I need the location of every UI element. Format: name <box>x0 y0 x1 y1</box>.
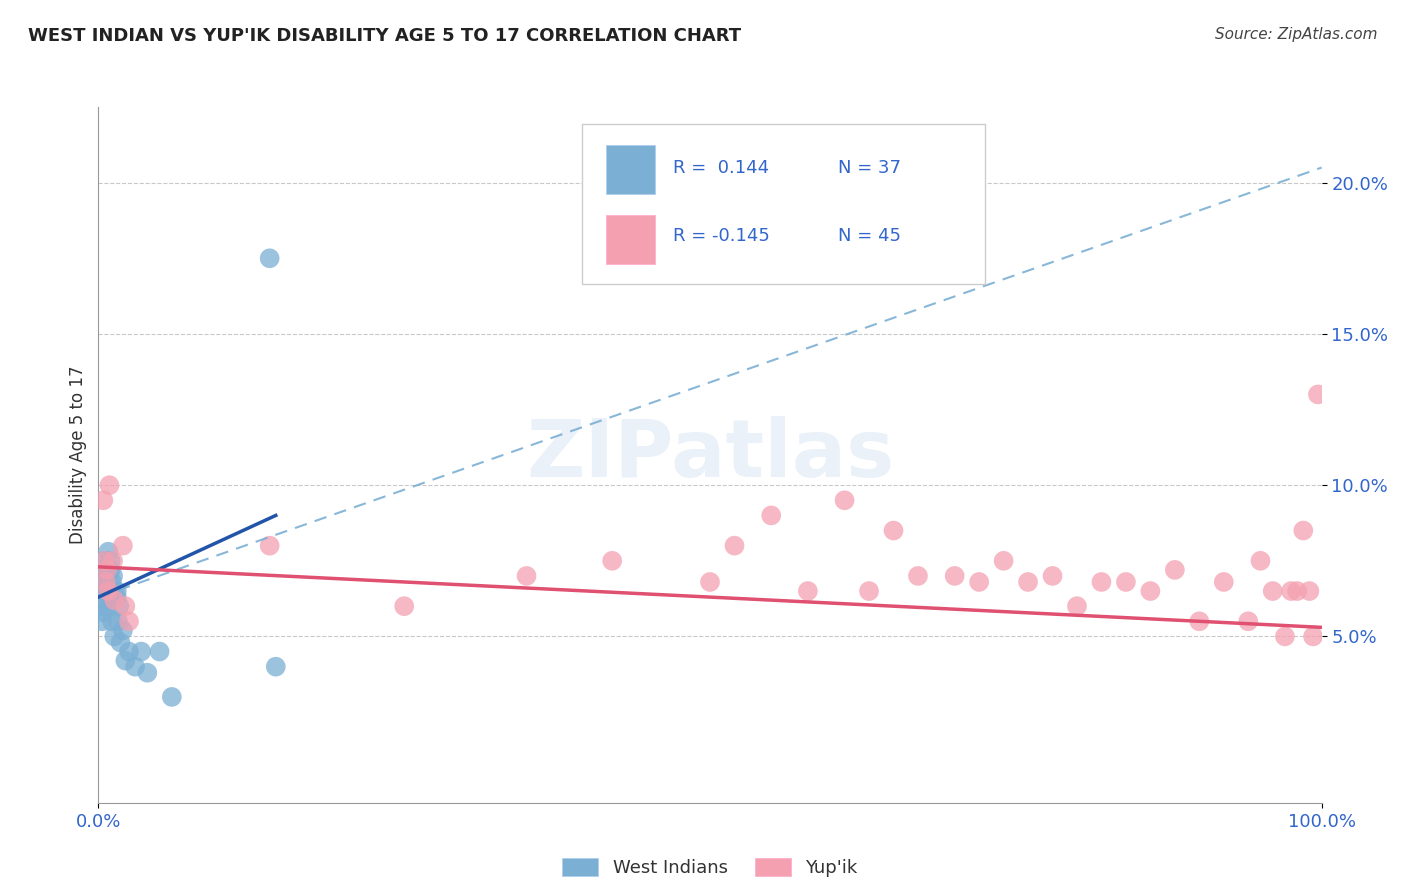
Point <box>110 635 132 649</box>
Point <box>136 665 159 680</box>
Text: ZIPatlas: ZIPatlas <box>526 416 894 494</box>
Point <box>1274 629 1296 643</box>
Point <box>1042 569 1064 583</box>
Point <box>1249 554 1271 568</box>
Point <box>91 605 114 619</box>
Point <box>101 574 124 589</box>
Point <box>723 539 745 553</box>
Point <box>600 554 623 568</box>
Point <box>114 599 136 614</box>
Point <box>114 654 136 668</box>
FancyBboxPatch shape <box>582 124 986 285</box>
Point <box>761 508 783 523</box>
Point <box>392 599 416 614</box>
Point <box>1017 574 1039 589</box>
Point <box>94 584 117 599</box>
Point <box>699 574 721 589</box>
Point <box>96 563 118 577</box>
Point <box>1302 629 1324 643</box>
Text: WEST INDIAN VS YUP'IK DISABILITY AGE 5 TO 17 CORRELATION CHART: WEST INDIAN VS YUP'IK DISABILITY AGE 5 T… <box>28 27 741 45</box>
Point <box>100 554 122 568</box>
Point <box>1279 584 1302 599</box>
Point <box>90 599 112 614</box>
Point <box>97 599 120 614</box>
Point <box>834 493 856 508</box>
Point <box>907 569 929 583</box>
Point <box>103 593 125 607</box>
Point <box>108 599 131 614</box>
Point <box>101 615 124 629</box>
Point <box>105 584 128 599</box>
Point <box>91 584 114 599</box>
Point <box>96 559 118 574</box>
Point <box>94 574 117 589</box>
Point <box>1164 563 1187 577</box>
Point <box>1188 615 1211 629</box>
Point <box>883 524 905 538</box>
Point <box>97 584 120 599</box>
Point <box>259 539 281 553</box>
Point <box>160 690 183 704</box>
Point <box>93 554 115 568</box>
Text: R = -0.145: R = -0.145 <box>673 227 770 244</box>
Point <box>515 569 537 583</box>
Point <box>797 584 820 599</box>
Point <box>858 584 880 599</box>
Point <box>98 593 121 607</box>
Point <box>1139 584 1161 599</box>
FancyBboxPatch shape <box>606 215 655 264</box>
Point <box>149 644 172 658</box>
Point <box>111 539 134 553</box>
Point <box>943 569 966 583</box>
Point <box>1090 574 1112 589</box>
Point <box>993 554 1015 568</box>
Point <box>101 569 124 583</box>
Point <box>98 478 121 492</box>
Point <box>111 624 134 638</box>
Point <box>129 644 152 658</box>
Point <box>103 629 125 643</box>
Point <box>1066 599 1088 614</box>
Point <box>264 659 287 673</box>
Point <box>94 569 117 583</box>
Point <box>1261 584 1284 599</box>
FancyBboxPatch shape <box>606 145 655 194</box>
Point <box>91 493 114 508</box>
Point <box>259 252 281 266</box>
Point <box>1292 524 1315 538</box>
Point <box>97 545 120 559</box>
Point <box>93 563 115 577</box>
Point <box>91 615 114 629</box>
Point <box>1115 574 1137 589</box>
Point <box>118 615 141 629</box>
Legend: West Indians, Yup'ik: West Indians, Yup'ik <box>555 850 865 884</box>
Point <box>1298 584 1320 599</box>
Point <box>967 574 990 589</box>
Point <box>105 590 128 604</box>
Y-axis label: Disability Age 5 to 17: Disability Age 5 to 17 <box>69 366 87 544</box>
Point <box>98 584 121 599</box>
Point <box>118 644 141 658</box>
Point <box>1237 615 1260 629</box>
Point <box>93 574 115 589</box>
Point <box>101 554 124 568</box>
Point <box>96 574 118 589</box>
Point <box>1212 574 1234 589</box>
Point <box>1286 584 1309 599</box>
Point <box>93 554 115 568</box>
Text: N = 37: N = 37 <box>838 160 901 178</box>
Point <box>107 615 129 629</box>
Text: N = 45: N = 45 <box>838 227 901 244</box>
Text: R =  0.144: R = 0.144 <box>673 160 769 178</box>
Point <box>100 563 122 577</box>
Point <box>1306 387 1329 401</box>
Point <box>124 659 146 673</box>
Point <box>91 569 114 583</box>
Text: Source: ZipAtlas.com: Source: ZipAtlas.com <box>1215 27 1378 42</box>
